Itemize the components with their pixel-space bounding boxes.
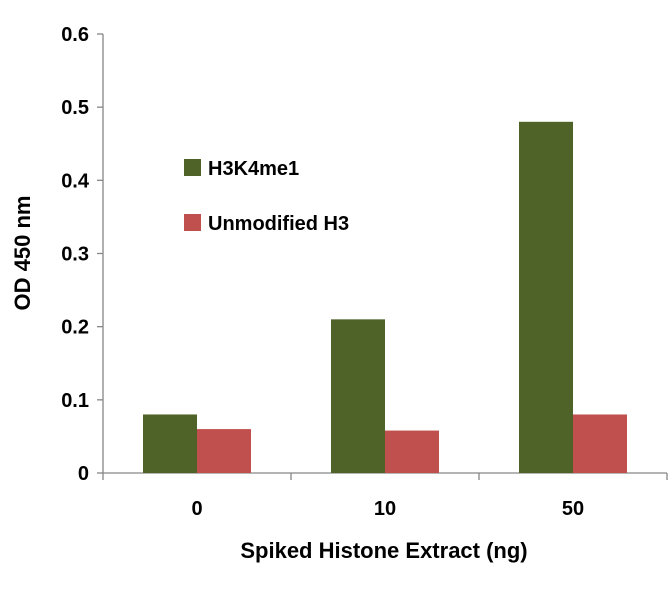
y-tick-label: 0 [78, 463, 89, 485]
x-tick-label: 0 [191, 498, 202, 520]
bar-h3k4me1-0 [143, 414, 197, 473]
x-axis-title: Spiked Histone Extract (ng) [240, 538, 527, 563]
y-tick-label: 0.6 [61, 24, 89, 46]
legend-swatch [184, 214, 201, 231]
x-tick-label: 50 [562, 498, 584, 520]
bar-h3k4me1-50 [519, 121, 573, 474]
y-tick-label: 0.4 [61, 170, 90, 192]
legend-swatch [184, 159, 201, 176]
legend: H3K4me1 Unmodified H3 [184, 158, 349, 235]
legend-label: H3K4me1 [208, 158, 299, 180]
bar-h3k4me1-10 [331, 319, 385, 473]
bars [143, 121, 627, 474]
bar-unmodified-h3-50 [573, 414, 627, 473]
legend-label: Unmodified H3 [208, 213, 349, 235]
bar-unmodified-h3-10 [385, 430, 439, 473]
y-tick-label: 0.5 [61, 97, 89, 119]
y-tick-label: 0.2 [61, 317, 89, 339]
x-axis: 0 10 50 [102, 472, 668, 520]
y-axis-title: OD 450 nm [10, 196, 35, 311]
y-tick-label: 0.1 [61, 390, 89, 412]
y-tick-label: 0.3 [61, 244, 89, 266]
y-axis: 0 0.1 0.2 0.3 0.4 0.5 0.6 [61, 24, 104, 485]
x-tick-label: 10 [374, 498, 396, 520]
bar-unmodified-h3-0 [197, 429, 251, 473]
